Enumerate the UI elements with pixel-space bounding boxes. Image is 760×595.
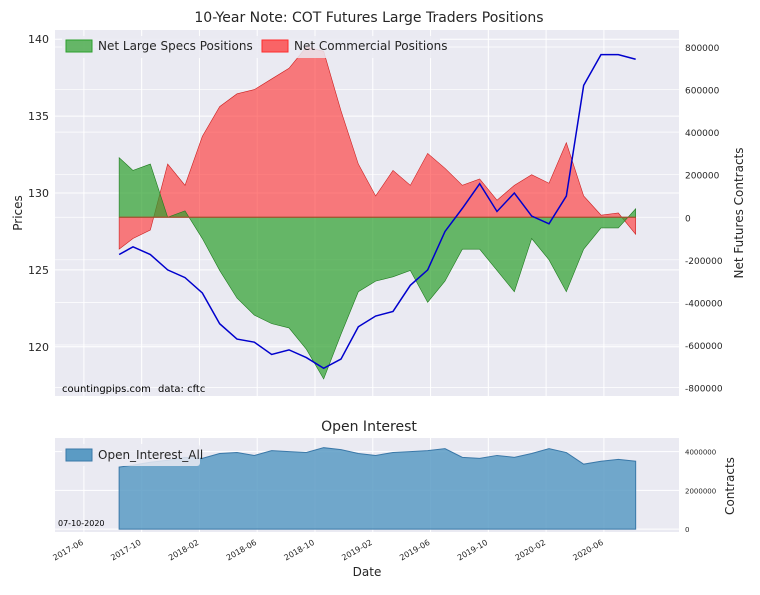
legend-oi-swatch (65, 448, 93, 462)
oi-y-axis-label: Contracts (723, 457, 737, 515)
oi-date-annotation: 07-10-2020 (58, 519, 105, 528)
main-left-tick-label: 135 (28, 110, 49, 123)
legend-oi-label: Open_Interest_All (98, 448, 203, 462)
main-right-axis-label: Net Futures Contracts (732, 147, 746, 278)
x-tick-label: 2019-02 (340, 538, 373, 563)
main-legend: Net Large Specs Positions Net Commercial… (62, 36, 447, 58)
oi-legend: Open_Interest_All (62, 444, 203, 466)
main-left-tick-label: 130 (28, 187, 49, 200)
oi-tick-label: 0 (685, 526, 689, 534)
oi-x-axis: 2017-06 2017-10 2018-02 2018-06 2018-10 2019-… (51, 538, 604, 563)
oi-tick-label: 2000000 (685, 487, 716, 495)
oi-right-axis: 0 2000000 4000000 (685, 449, 716, 535)
main-right-tick-label: -600000 (685, 342, 723, 352)
legend-specs-swatch (65, 39, 93, 53)
main-chart-title: 10-Year Note: COT Futures Large Traders … (194, 10, 543, 26)
main-right-axis: -800000 -600000 -400000 -200000 0 200000 40000… (685, 44, 723, 394)
main-right-tick-label: 0 (685, 214, 691, 224)
oi-chart-title: Open Interest (321, 419, 417, 435)
x-tick-label: 2019-10 (456, 538, 489, 563)
main-areas (118, 46, 636, 380)
x-tick-label: 2018-06 (225, 538, 258, 563)
legend-commercial-swatch (261, 39, 289, 53)
main-left-tick-label: 120 (28, 341, 49, 354)
x-tick-label: 2017-10 (109, 538, 142, 563)
main-right-tick-label: 800000 (685, 44, 720, 54)
commercial-area (118, 46, 636, 250)
legend-commercial-label: Net Commercial Positions (294, 39, 447, 53)
x-tick-label: 2020-02 (514, 538, 547, 563)
x-tick-label: 2018-10 (283, 538, 316, 563)
main-left-tick-label: 140 (28, 33, 49, 46)
main-right-tick-label: 200000 (685, 172, 720, 182)
main-left-axis-label: Prices (11, 195, 25, 231)
x-tick-label: 2019-06 (398, 538, 431, 563)
main-right-tick-label: -400000 (685, 299, 723, 309)
specs-area (118, 156, 636, 380)
main-legend-box (62, 36, 440, 58)
legend-specs-label: Net Large Specs Positions (98, 39, 253, 53)
main-right-tick-label: 600000 (685, 87, 720, 97)
source-annotation: countingpips.com (62, 384, 151, 395)
main-left-tick-label: 125 (28, 264, 49, 277)
price-line (118, 53, 636, 370)
x-tick-label: 2018-02 (167, 538, 200, 563)
x-axis-label: Date (353, 565, 382, 579)
oi-tick-label: 4000000 (685, 449, 716, 457)
main-right-tick-label: 400000 (685, 129, 720, 139)
oi-legend-box (62, 444, 200, 466)
x-tick-label: 2020-06 (571, 538, 604, 563)
data-annotation: data: cftc (158, 384, 205, 395)
main-right-tick-label: -800000 (685, 384, 723, 394)
main-left-axis: 120 125 130 135 140 (28, 33, 49, 354)
x-tick-label: 2017-06 (51, 538, 84, 563)
main-right-tick-label: -200000 (685, 257, 723, 267)
